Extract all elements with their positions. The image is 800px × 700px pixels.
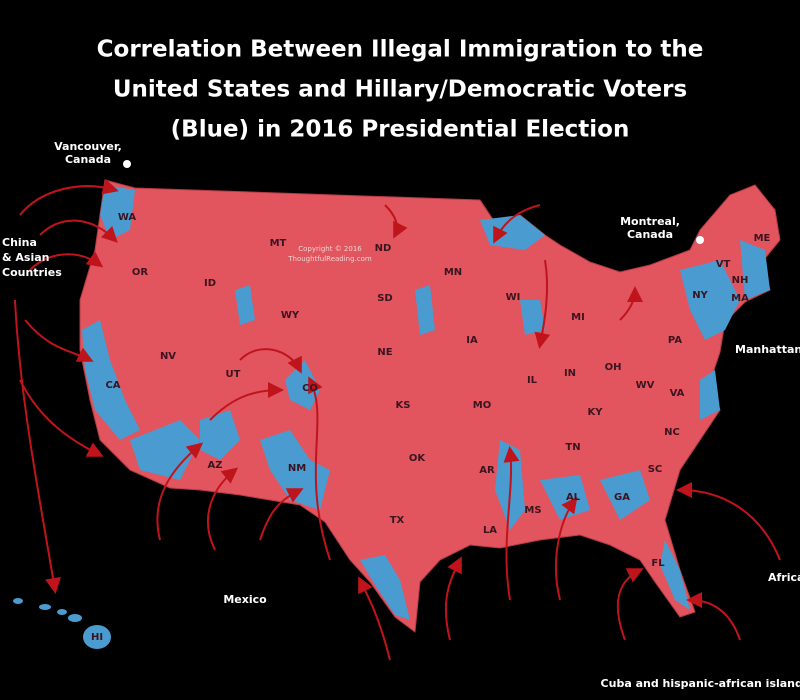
state-label: TN (565, 442, 580, 453)
state-label: MN (444, 267, 462, 278)
annotation: Cuba and hispanic-african islands (601, 677, 800, 690)
state-label: KS (396, 400, 411, 411)
vancouver-dot (123, 160, 131, 168)
montreal-dot (696, 236, 704, 244)
title-line: (Blue) in 2016 Presidential Election (171, 117, 630, 143)
hawaii (13, 598, 111, 649)
arrows (14, 179, 781, 661)
state-label: NM (288, 463, 306, 474)
annotation: Montreal, (620, 215, 680, 228)
copyright: ThoughtfulReading.com (287, 255, 372, 263)
state-label: WY (281, 310, 300, 321)
state-label: CA (105, 380, 120, 391)
state-label: ND (375, 243, 392, 254)
state-label: NC (664, 427, 680, 438)
annotation: Vancouver, (54, 140, 122, 153)
annotation: Africa (768, 571, 800, 584)
state-label: AZ (208, 460, 223, 471)
us-map (13, 160, 781, 649)
copyright: Copyright © 2016 (298, 245, 362, 253)
state-label: SD (377, 293, 393, 304)
title-line: United States and Hillary/Democratic Vot… (113, 77, 687, 103)
annotation: & Asian (2, 251, 50, 264)
state-label: NH (732, 275, 749, 286)
annotation: Mexico (223, 593, 267, 606)
state-label: SC (648, 464, 663, 475)
state-label: HI (91, 632, 103, 643)
state-label: AL (566, 492, 581, 503)
annotation: Countries (2, 266, 62, 279)
state-label: WI (506, 292, 521, 303)
title-line: Correlation Between Illegal Immigration … (97, 37, 704, 63)
state-label: IL (527, 375, 538, 386)
state-label: UT (226, 369, 241, 380)
state-label: MA (731, 293, 749, 304)
state-label: ME (754, 233, 771, 244)
state-label: MT (270, 238, 287, 249)
state-label: MI (571, 312, 585, 323)
state-label: OH (605, 362, 622, 373)
state-label: GA (614, 492, 630, 503)
state-label: FL (651, 558, 665, 569)
state-label: IA (466, 335, 478, 346)
state-label: ID (204, 278, 216, 289)
state-label: NE (377, 347, 392, 358)
annotation: Canada (627, 228, 673, 241)
state-label: KY (588, 407, 604, 418)
state-label: MS (524, 505, 541, 516)
state-label: OR (132, 267, 149, 278)
state-label: MO (473, 400, 491, 411)
state-label: NV (160, 351, 176, 362)
state-label: VT (716, 259, 731, 270)
state-label: TX (390, 515, 405, 526)
state-label: NY (692, 290, 708, 301)
annotation: Canada (65, 153, 111, 166)
text-layer: Correlation Between Illegal Immigration … (2, 37, 800, 691)
annotation: China (2, 236, 37, 249)
annotation: Manhattan (735, 343, 800, 356)
state-label: VA (670, 388, 685, 399)
state-label: WV (636, 380, 655, 391)
state-label: AR (479, 465, 495, 476)
state-label: CO (302, 383, 318, 394)
michigan (548, 280, 595, 345)
state-label: OK (409, 453, 427, 464)
contiguous-us (79, 179, 781, 633)
state-label: IN (564, 368, 576, 379)
state-label: WA (118, 212, 137, 223)
state-label: PA (668, 335, 682, 346)
state-label: LA (483, 525, 497, 536)
